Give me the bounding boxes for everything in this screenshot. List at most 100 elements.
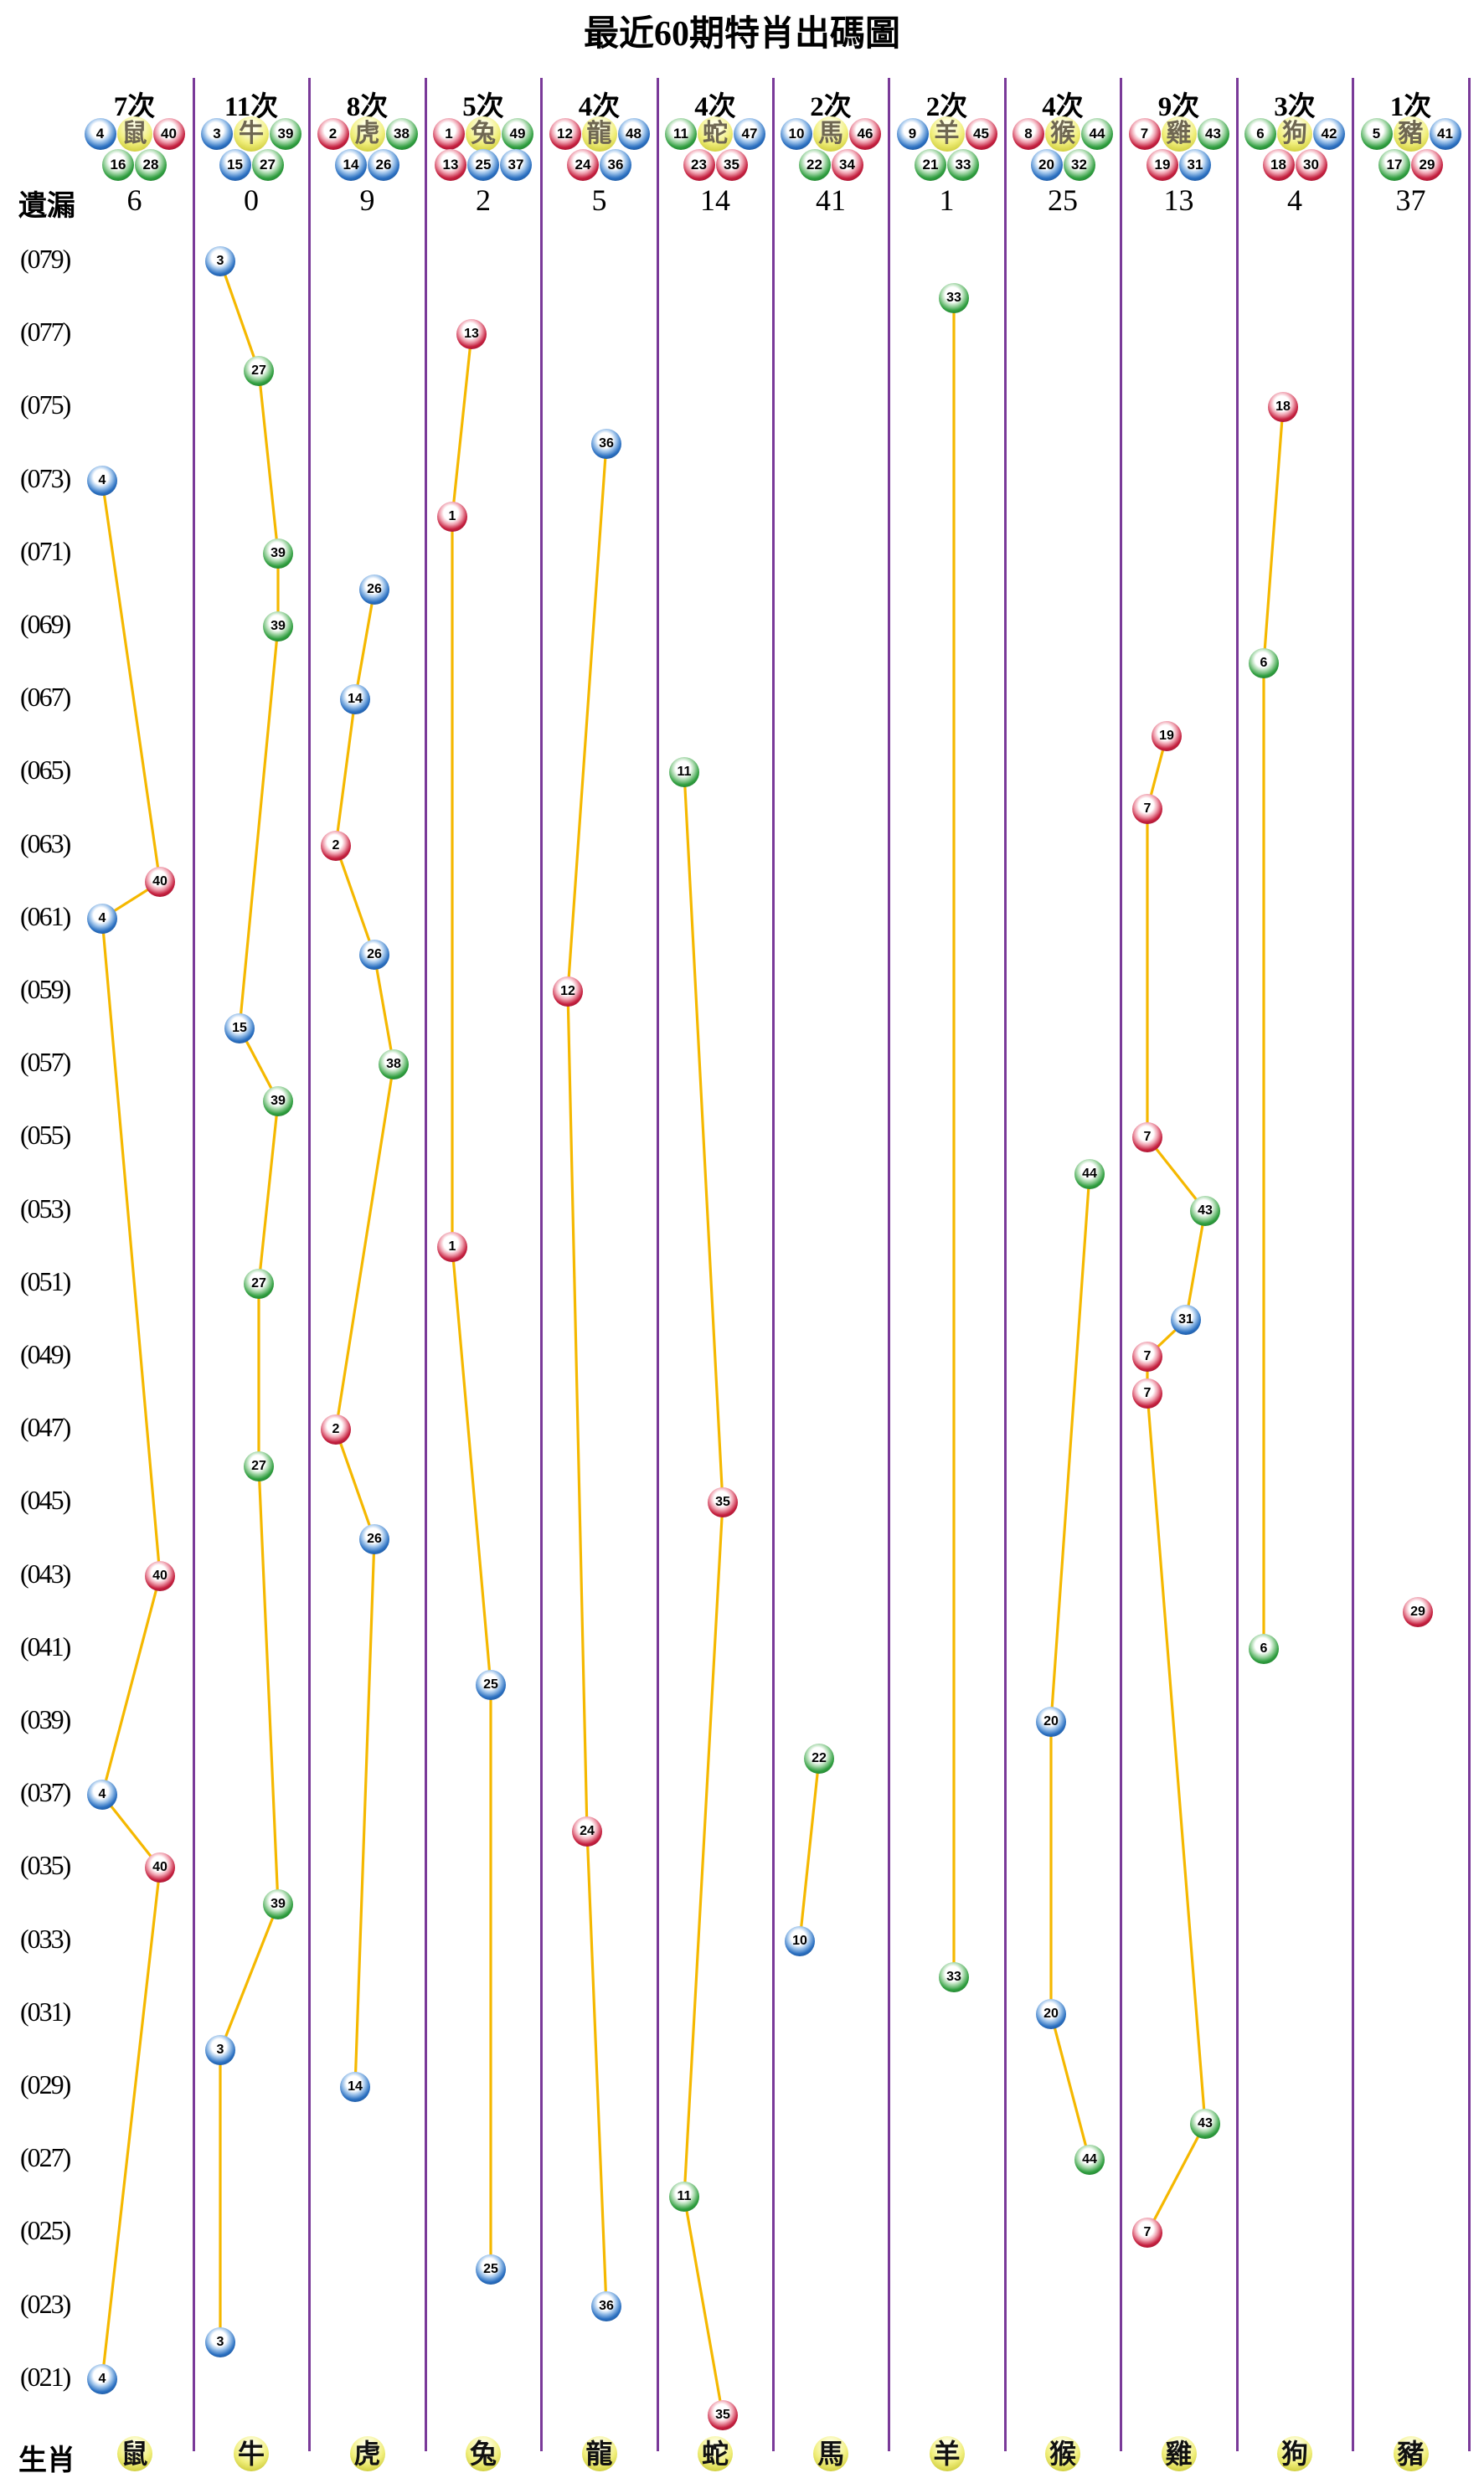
draw-ball: 18 — [1268, 392, 1298, 423]
period-axis-label: (031) — [20, 1996, 71, 2027]
zodiac-ball: 鼠 — [116, 2436, 152, 2471]
header-number-ball: 44 — [1081, 118, 1113, 150]
header-zodiac-char: 虎 — [354, 120, 380, 147]
header-number-ball: 4 — [84, 118, 116, 150]
header-number-ball: 20 — [1030, 149, 1063, 181]
draw-ball: 13 — [456, 319, 487, 350]
header-number-ball: 41 — [1429, 118, 1461, 150]
zodiac-ball-char: 蛇 — [701, 2439, 729, 2469]
draw-ball: 20 — [1036, 1707, 1066, 1737]
header-number-row: 6 狗 42 — [1237, 116, 1353, 152]
miss-count: 41 — [816, 183, 846, 217]
header-number-row: 21 33 — [889, 149, 1005, 181]
zodiac-ball: 豬 — [1393, 2436, 1429, 2471]
draw-ball: 4 — [87, 2363, 117, 2394]
header-number-ball: 5 — [1360, 118, 1393, 150]
header-number-row: 7 雞 43 — [1121, 116, 1237, 152]
header-zodiac-ball: 兔 — [466, 116, 501, 152]
header-zodiac-ball: 鼠 — [116, 116, 152, 152]
header-number-ball: 7 — [1128, 118, 1161, 150]
draw-ball: 39 — [263, 1889, 293, 1919]
header-number-ball: 29 — [1411, 149, 1443, 181]
miss-count: 14 — [700, 183, 730, 217]
header-zodiac-ball: 雞 — [1161, 116, 1197, 152]
draw-ball: 43 — [1190, 1195, 1220, 1226]
trend-line-虎 — [334, 590, 395, 2088]
draw-ball: 44 — [1074, 2145, 1105, 2176]
draw-ball: 36 — [591, 429, 621, 459]
draw-ball: 39 — [263, 1085, 293, 1116]
draw-ball: 14 — [340, 684, 370, 715]
period-axis-label: (065) — [20, 755, 71, 786]
period-axis-label: (033) — [20, 1923, 71, 1954]
header-zodiac-ball: 狗 — [1277, 116, 1312, 152]
draw-ball: 36 — [591, 2290, 621, 2321]
draw-ball: 27 — [244, 1268, 274, 1299]
header-number-ball: 49 — [502, 118, 533, 150]
zodiac-ball-char: 龍 — [585, 2439, 613, 2469]
draw-ball: 22 — [804, 1743, 834, 1774]
header-number-ball: 30 — [1295, 149, 1327, 181]
header-zodiac-char: 馬 — [818, 120, 843, 147]
miss-count: 1 — [939, 183, 955, 217]
header-number-row: 11 蛇 47 — [657, 116, 773, 152]
header-number-row: 9 羊 45 — [889, 116, 1005, 152]
period-axis-label: (049) — [20, 1339, 71, 1369]
column-divider — [1467, 78, 1471, 2451]
header-zodiac-char: 兔 — [471, 120, 496, 147]
draw-ball: 40 — [145, 1560, 175, 1591]
miss-count: 2 — [476, 183, 491, 217]
zodiac-ball-char: 虎 — [353, 2439, 381, 2469]
header-number-row: 8 猴 44 — [1005, 116, 1121, 152]
miss-count: 0 — [244, 183, 259, 217]
header-zodiac-ball: 牛 — [234, 116, 269, 152]
period-axis-label: (067) — [20, 682, 71, 713]
trend-line-鼠 — [100, 480, 162, 2379]
header-number-ball: 43 — [1197, 118, 1229, 150]
header-number-ball: 27 — [251, 149, 284, 181]
column-divider — [539, 78, 543, 2451]
header-zodiac-ball: 虎 — [349, 116, 385, 152]
miss-count: 25 — [1048, 183, 1078, 217]
header-number-row: 17 29 — [1353, 149, 1469, 181]
column-divider — [192, 78, 195, 2451]
trend-line-雞 — [1146, 735, 1207, 2234]
trend-line-兔 — [451, 334, 492, 2269]
draw-ball: 26 — [359, 940, 389, 971]
zodiac-ball: 雞 — [1161, 2436, 1197, 2471]
period-axis-label: (079) — [20, 244, 71, 274]
header-number-ball: 37 — [500, 149, 532, 181]
period-axis-label: (025) — [20, 2215, 71, 2246]
header-number-row: 19 31 — [1121, 149, 1237, 181]
draw-ball: 3 — [205, 2035, 235, 2066]
draw-ball: 1 — [437, 1232, 467, 1263]
draw-ball: 27 — [244, 355, 274, 386]
draw-ball: 7 — [1132, 1122, 1162, 1153]
trend-line-蛇 — [683, 772, 724, 2416]
zodiac-ball: 猴 — [1045, 2436, 1080, 2471]
header-number-row: 5 豬 41 — [1353, 116, 1469, 152]
header-number-ball: 22 — [798, 149, 831, 181]
zodiac-ball-char: 鼠 — [121, 2439, 148, 2469]
draw-ball: 11 — [669, 757, 699, 788]
period-axis-label: (051) — [20, 1265, 71, 1296]
period-axis-label: (073) — [20, 462, 71, 493]
zodiac-ball-char: 猴 — [1049, 2439, 1076, 2469]
draw-ball: 44 — [1074, 1159, 1105, 1189]
chart-title: 最近60期特肖出碼圖 — [583, 15, 900, 54]
header-zodiac-char: 雞 — [1166, 120, 1192, 147]
header-zodiac-char: 豬 — [1398, 120, 1424, 147]
draw-ball: 20 — [1036, 1998, 1066, 2029]
draw-ball: 11 — [669, 2181, 699, 2212]
period-axis-label: (043) — [20, 1558, 71, 1589]
header-zodiac-char: 猴 — [1050, 120, 1075, 147]
column-divider — [424, 78, 427, 2451]
column-divider — [1235, 78, 1239, 2451]
draw-ball: 33 — [939, 1962, 969, 1993]
draw-ball: 26 — [359, 1524, 389, 1554]
miss-count: 13 — [1163, 183, 1194, 217]
header-number-ball: 15 — [219, 149, 251, 181]
header-number-ball: 13 — [435, 149, 466, 181]
header-number-row: 18 30 — [1237, 149, 1353, 181]
